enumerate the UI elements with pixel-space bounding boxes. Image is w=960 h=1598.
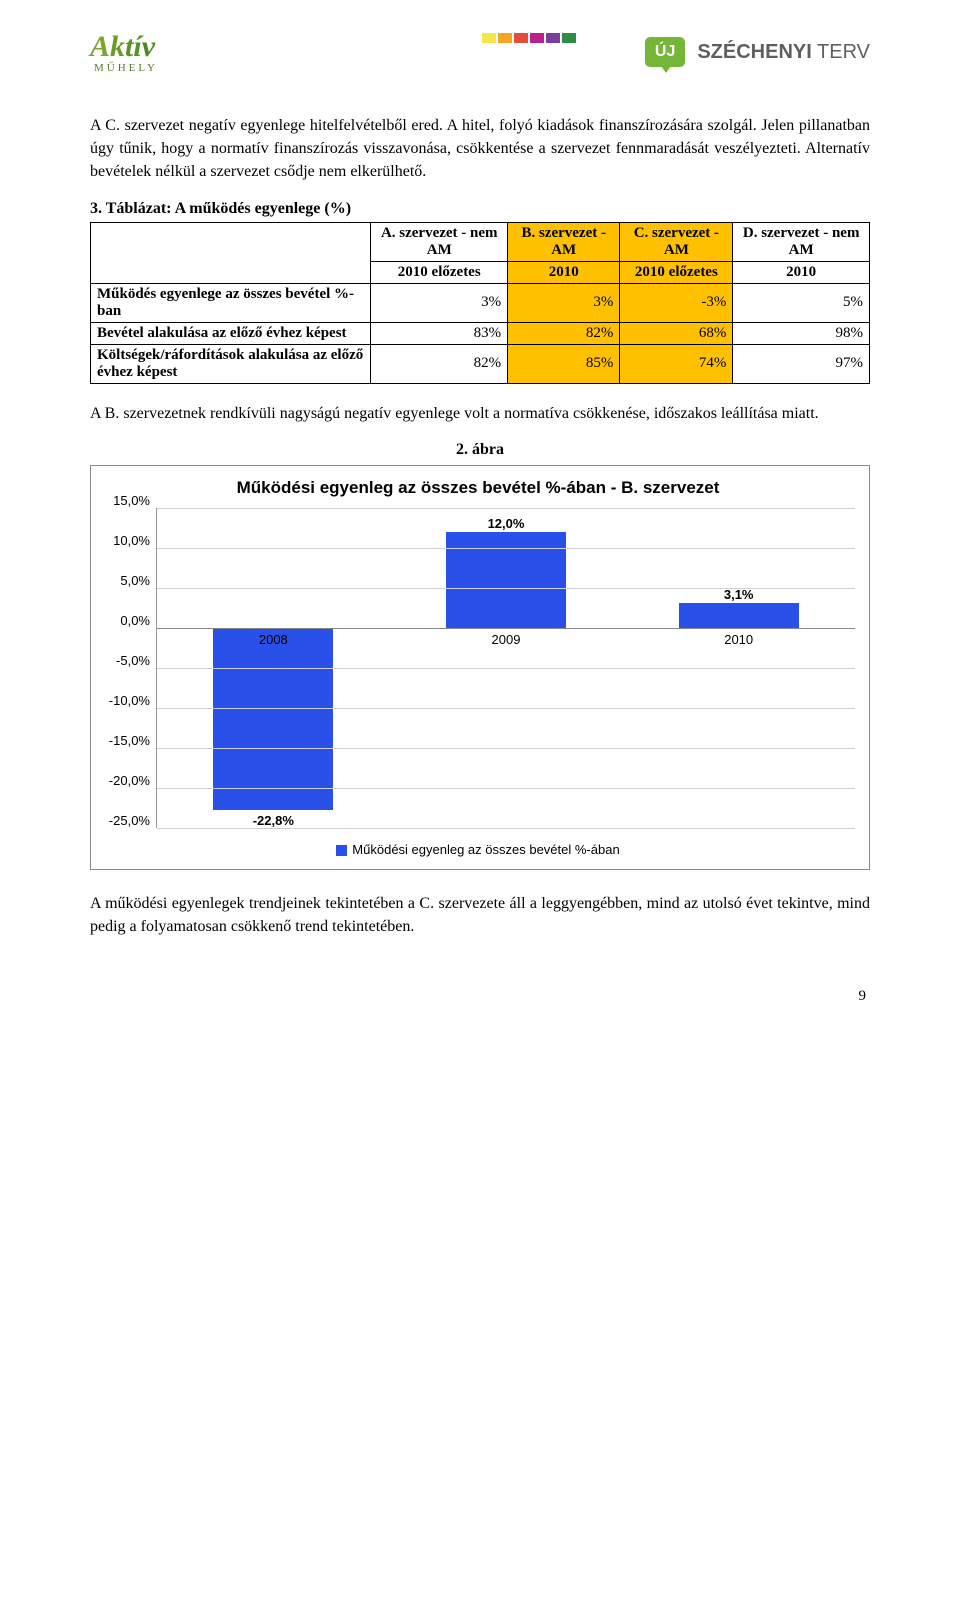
- bar: [679, 603, 799, 628]
- logo-szechenyi: ÚJ SZÉCHENYI TERV: [645, 37, 870, 67]
- page-header: Aktív MŰHELY ÚJ SZÉCHENYI TERV: [90, 30, 870, 74]
- bar-value-label: -22,8%: [253, 813, 294, 828]
- logo-color-bar: [482, 33, 602, 43]
- page-number: 9: [90, 988, 870, 1005]
- table-row-label: Bevétel alakulása az előző évhez képest: [91, 322, 371, 344]
- table-subheader: 2010: [508, 261, 620, 283]
- szechenyi-bold: SZÉCHENYI: [697, 41, 811, 63]
- table-header: B. szervezet - AM: [508, 222, 620, 261]
- bar-value-label: 12,0%: [488, 516, 525, 531]
- table-header: D. szervezet - nem AM: [733, 222, 870, 261]
- chart-y-axis: 15,0%10,0%5,0%0,0%-5,0%-10,0%-15,0%-20,0…: [101, 508, 156, 828]
- paragraph-2: A B. szervezetnek rendkívüli nagyságú ne…: [90, 402, 870, 425]
- table-subheader: 2010 előzetes: [620, 261, 733, 283]
- table-caption: 3. Táblázat: A működés egyenlege (%): [90, 200, 870, 218]
- szechenyi-terv-text: SZÉCHENYI TERV: [697, 41, 870, 64]
- table-subheader: 2010: [733, 261, 870, 283]
- table-cell: 97%: [733, 344, 870, 383]
- table-cell: 74%: [620, 344, 733, 383]
- table-cell: 82%: [508, 322, 620, 344]
- paragraph-3: A működési egyenlegek trendjeinek tekint…: [90, 892, 870, 938]
- chart-area: 15,0%10,0%5,0%0,0%-5,0%-10,0%-15,0%-20,0…: [101, 508, 855, 828]
- chart-plot: -22,8% 2008 12,0% 2009 3,1% 2010: [156, 508, 855, 828]
- table-header: A. szervezet - nem AM: [371, 222, 508, 261]
- category-label: 2009: [492, 632, 521, 647]
- table-cell: 98%: [733, 322, 870, 344]
- paragraph-1: A C. szervezet negatív egyenlege hitelfe…: [90, 114, 870, 184]
- table-row-label: Működés egyenlege az összes bevétel %-ba…: [91, 283, 371, 322]
- table-cell: 85%: [508, 344, 620, 383]
- chart-legend: Működési egyenleg az összes bevétel %-áb…: [101, 842, 855, 857]
- table-subheader: 2010 előzetes: [371, 261, 508, 283]
- legend-swatch: [336, 845, 347, 856]
- operation-balance-table: A. szervezet - nem AMB. szervezet - AMC.…: [90, 222, 870, 384]
- bar-chart-container: Működési egyenleg az összes bevétel %-áb…: [90, 465, 870, 870]
- table-cell: 83%: [371, 322, 508, 344]
- bar: [446, 532, 566, 628]
- bar: [213, 628, 333, 810]
- terv-text: TERV: [812, 41, 870, 63]
- table-cell: 3%: [371, 283, 508, 322]
- bar-value-label: 3,1%: [724, 587, 754, 602]
- figure-caption: 2. ábra: [90, 441, 870, 459]
- legend-label: Működési egyenleg az összes bevétel %-áb…: [352, 842, 619, 857]
- table-cell: 82%: [371, 344, 508, 383]
- table-header: C. szervezet - AM: [620, 222, 733, 261]
- chart-title: Működési egyenleg az összes bevétel %-áb…: [101, 478, 855, 498]
- category-label: 2010: [724, 632, 753, 647]
- logo-aktiv-muhely: Aktív MŰHELY: [90, 30, 158, 74]
- badge-uj: ÚJ: [645, 37, 685, 67]
- table-cell: -3%: [620, 283, 733, 322]
- table-cell: 5%: [733, 283, 870, 322]
- table-cell: 3%: [508, 283, 620, 322]
- category-label: 2008: [259, 632, 288, 647]
- logo-word: Aktív: [90, 30, 155, 64]
- table-row-label: Költségek/ráfordítások alakulása az előz…: [91, 344, 371, 383]
- logo-subtitle: MŰHELY: [94, 62, 158, 74]
- table-cell: 68%: [620, 322, 733, 344]
